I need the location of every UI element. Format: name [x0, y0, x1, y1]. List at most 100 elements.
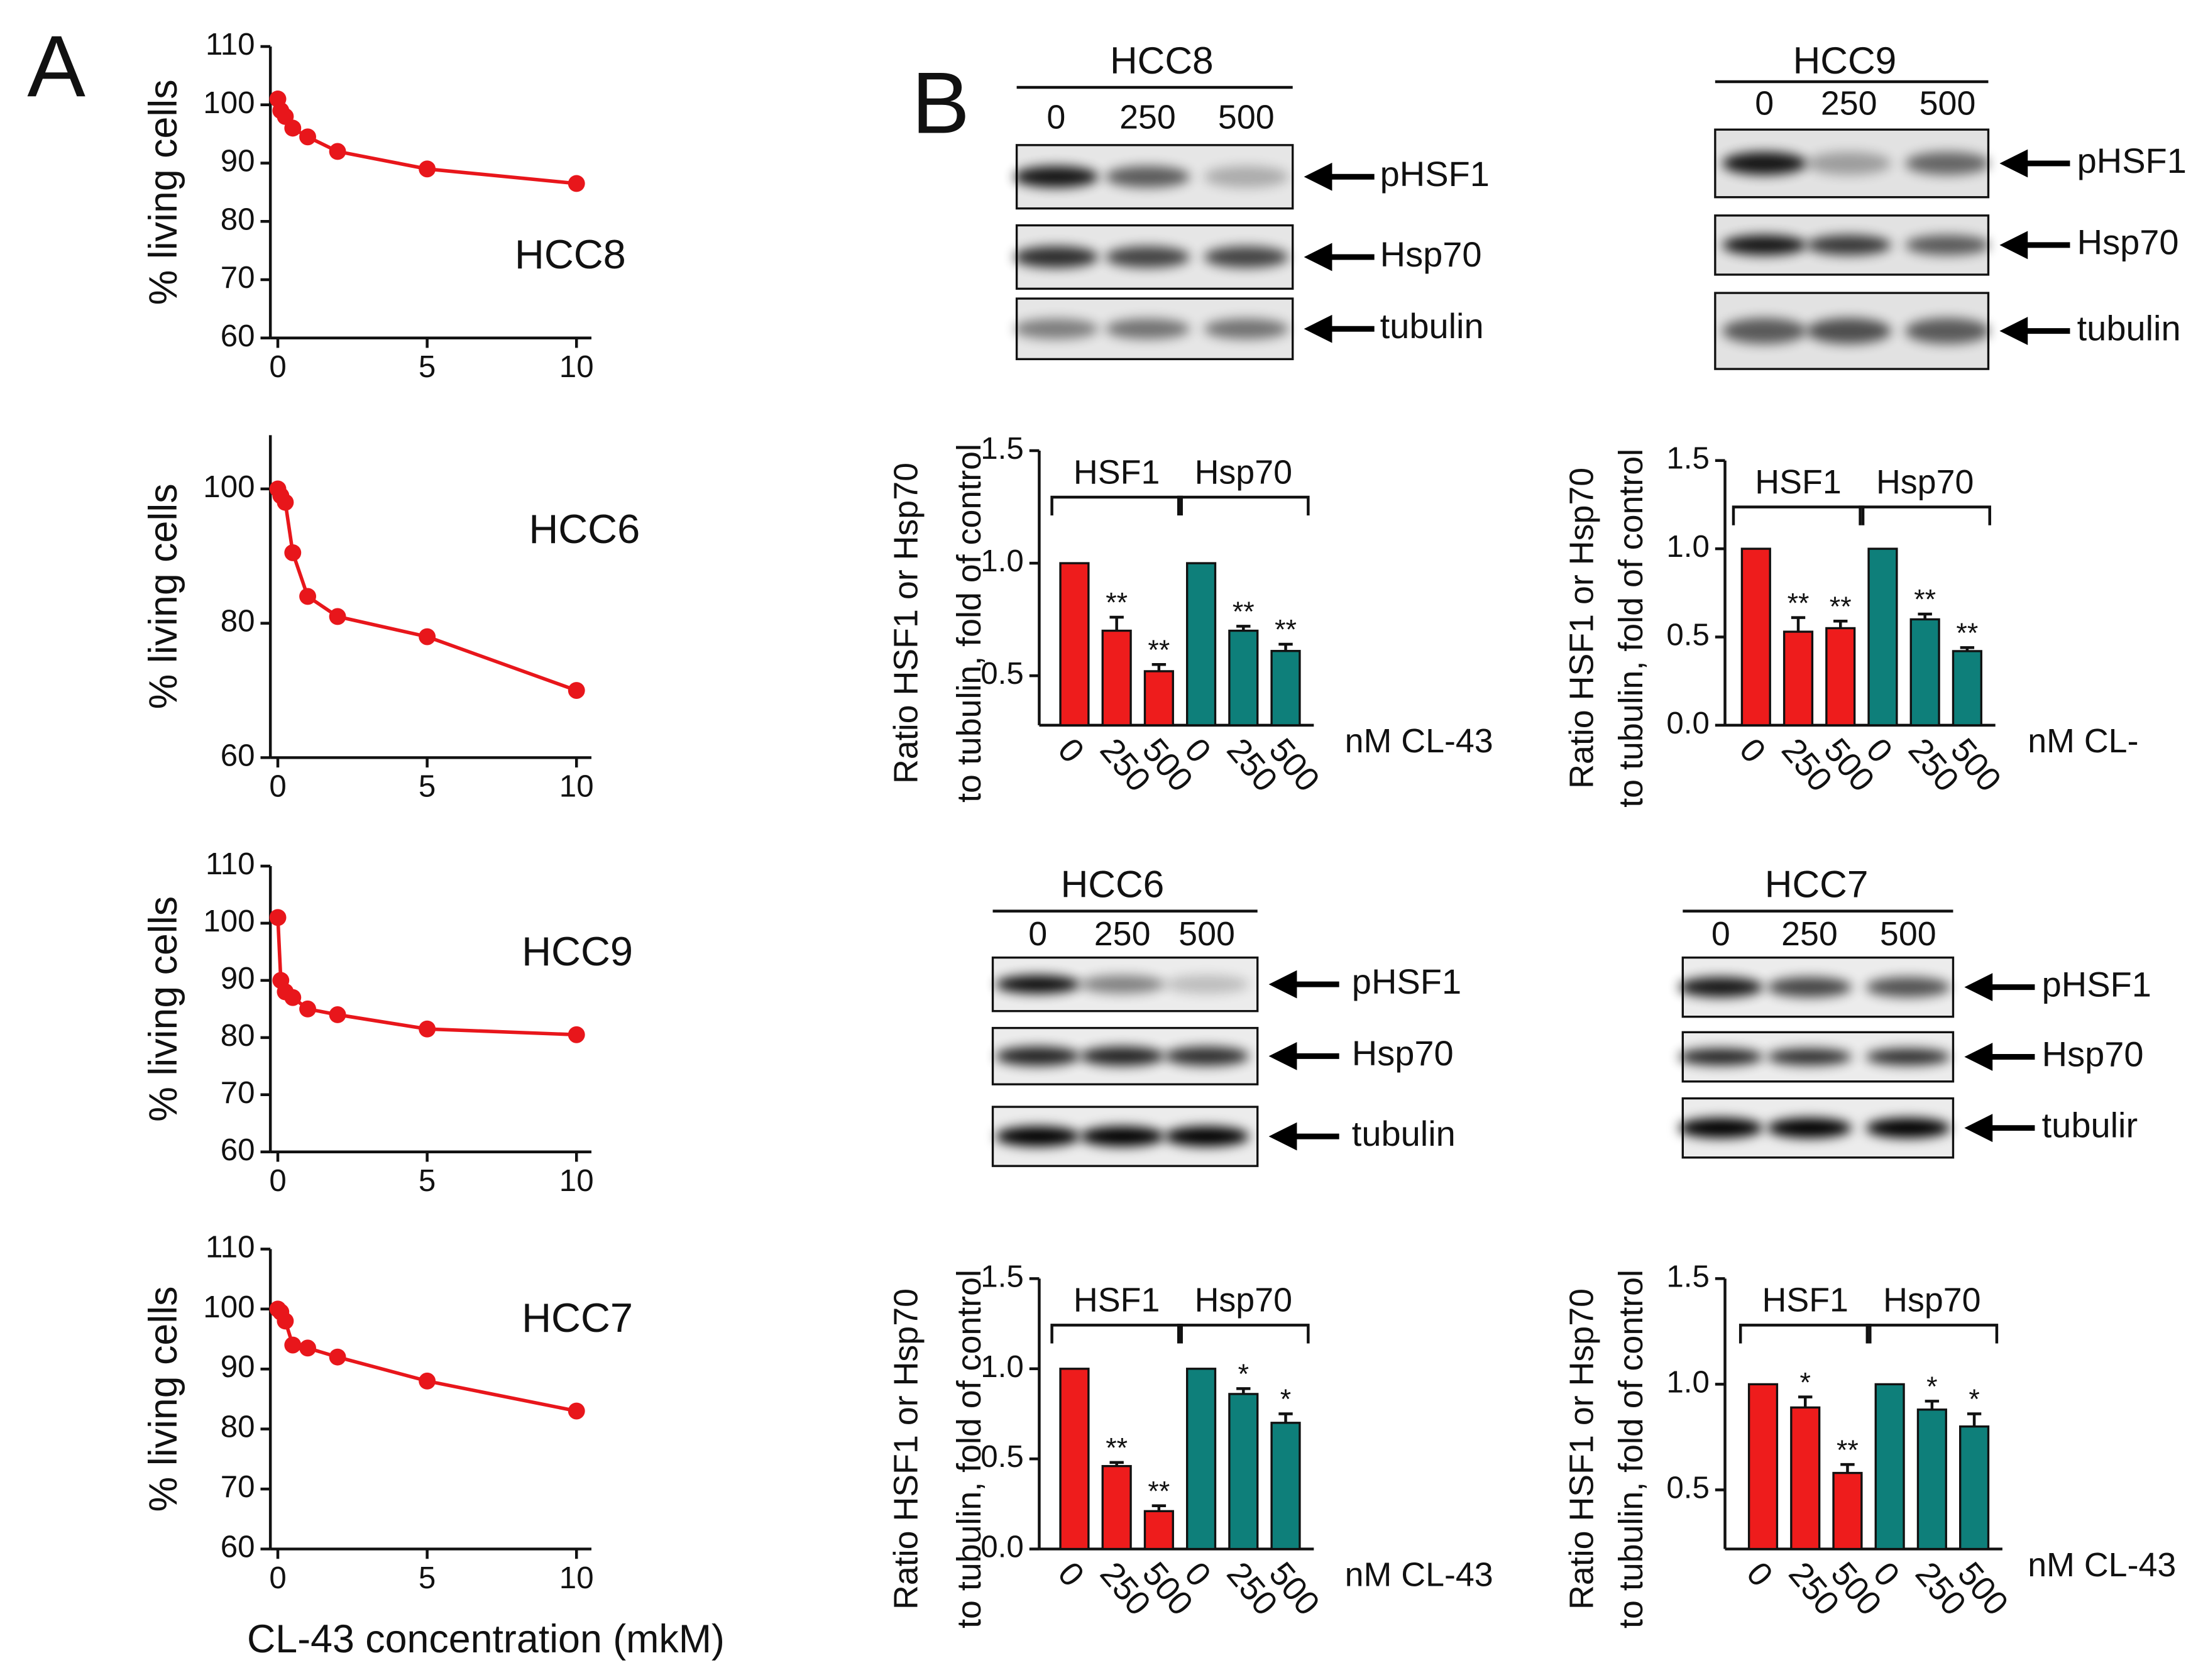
significance: ** [1106, 587, 1128, 618]
data-point [568, 1402, 585, 1420]
group-label: HSF1 [1074, 453, 1160, 491]
lane-label: 0 [1755, 84, 1774, 122]
y-tick-label: 70 [221, 260, 255, 295]
arrow-head [1304, 314, 1332, 343]
blot-band [1080, 975, 1165, 994]
blot-title: HCC8 [1110, 39, 1214, 82]
annotation: HCC6 [529, 506, 640, 552]
bar [1059, 1368, 1090, 1551]
data-point [277, 1312, 294, 1330]
blot-band [1014, 318, 1099, 339]
arrow-head [1268, 1122, 1297, 1151]
data-point [284, 119, 302, 137]
arrow-head [1304, 162, 1332, 191]
significance: * [1969, 1383, 1979, 1415]
blot-row-label: pHSF1 [2042, 964, 2151, 1004]
blot-band [1865, 1048, 1951, 1065]
y-axis-label: to tubulin, fold of control [950, 444, 988, 803]
blot-band [1865, 1117, 1951, 1138]
bar [1832, 1471, 1863, 1551]
data-point [284, 544, 302, 561]
error-bar [1109, 1461, 1124, 1466]
lane-label: 500 [1218, 99, 1275, 136]
y-tick-label: 100 [203, 1290, 255, 1324]
significance: ** [1914, 584, 1936, 615]
group-bracket [1050, 1324, 1183, 1344]
bar [1782, 630, 1814, 727]
significance: * [1926, 1371, 1937, 1402]
y-tick-label: 60 [221, 319, 255, 353]
group-label: Hsp70 [1195, 453, 1292, 491]
lane-label: 500 [1920, 84, 1976, 122]
lane-label: 250 [1094, 915, 1151, 953]
data-point [277, 493, 294, 511]
blot-band [1105, 166, 1190, 188]
blot-band [1767, 1048, 1852, 1065]
error-bar [1918, 612, 1932, 620]
blot-band [1678, 1048, 1764, 1065]
y-axis-label: % living cells [141, 896, 185, 1122]
blot-band [995, 975, 1080, 994]
x-tick-label: 0 [269, 769, 286, 804]
x-tick-label: 0 [269, 1561, 286, 1595]
y-tick-label: 90 [221, 961, 255, 996]
y-tick-label: 0.0 [980, 1530, 1024, 1564]
blot-band [1080, 1126, 1165, 1147]
data-point [419, 628, 436, 645]
y-axis-label: % living cells [141, 483, 185, 709]
y-axis-label: Ratio HSF1 or Hsp70 [1563, 1288, 1601, 1610]
blot-row-label: tubulir [2042, 1105, 2138, 1145]
blot-band [1678, 1117, 1764, 1138]
blot-band [1905, 318, 1990, 344]
y-tick-label: 70 [221, 1075, 255, 1110]
bar [1959, 1425, 1990, 1551]
lane-label: 250 [1119, 99, 1176, 136]
group-label: HSF1 [1762, 1282, 1848, 1319]
significance: ** [1106, 1432, 1128, 1464]
error-bar [1840, 1463, 1855, 1473]
y-axis-label: to tubulin, fold of control [1612, 449, 1650, 808]
y-tick-label: 60 [221, 1133, 255, 1167]
data-point [299, 588, 317, 605]
blot-band [1204, 318, 1288, 339]
arrow-head [1964, 1114, 1993, 1143]
lane-label: 250 [1821, 84, 1877, 122]
error-bar [1791, 616, 1806, 632]
error-bar [1960, 646, 1975, 651]
lane-label: 250 [1781, 915, 1838, 953]
x-tick-label: 5 [419, 349, 436, 384]
blot-band [1722, 234, 1807, 255]
significance: ** [1788, 587, 1810, 618]
significance: ** [1956, 617, 1978, 649]
arrow-head [1964, 1043, 1993, 1071]
bar [1874, 1383, 1905, 1551]
data-point [299, 128, 317, 146]
y-tick-label: 0.5 [980, 656, 1024, 691]
blot-band [1014, 246, 1099, 268]
annotation: HCC7 [522, 1295, 633, 1341]
y-axis-label: Ratio HSF1 or Hsp70 [1563, 468, 1601, 789]
x-axis-unit: nM CL-43 [1345, 722, 1493, 760]
data-point [568, 682, 585, 699]
y-tick-label: 110 [206, 847, 255, 881]
blot-band [1014, 166, 1099, 188]
error-bar [1236, 1387, 1251, 1394]
error-bar [1278, 642, 1293, 651]
x-tick-label: 10 [559, 349, 594, 384]
arrow-head [1964, 973, 1993, 1002]
blot-band [1767, 977, 1852, 997]
x-tick-label: 10 [559, 1163, 594, 1198]
blot-row-label: Hsp70 [2042, 1034, 2144, 1073]
annotation: HCC9 [522, 928, 633, 974]
data-point [568, 1026, 585, 1043]
bar [1916, 1408, 1947, 1551]
y-tick-label: 60 [221, 1530, 255, 1564]
arrow-head [1304, 243, 1332, 272]
y-tick-label: 80 [221, 1410, 255, 1444]
arrow-head [1999, 317, 2028, 345]
data-point [329, 1006, 346, 1023]
blot-title: HCC6 [1061, 863, 1165, 906]
blot-band [1767, 1117, 1852, 1138]
